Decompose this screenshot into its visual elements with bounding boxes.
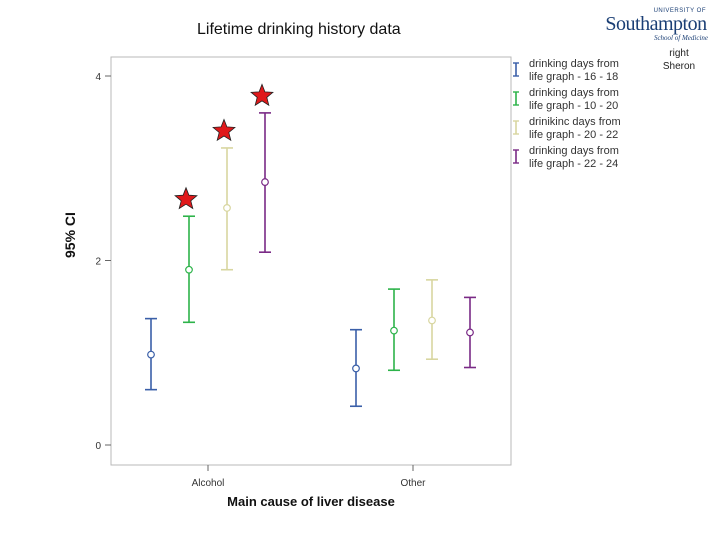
mean-point <box>185 265 193 274</box>
y-tick-label: 4 <box>95 72 101 83</box>
error-bar <box>259 112 271 253</box>
credit-line-1: right <box>669 48 689 59</box>
y-axis-title: 95% CI <box>62 212 78 258</box>
logo-school: School of Medicine <box>653 34 708 42</box>
author-credit: right Sheron <box>652 47 706 73</box>
mean-point <box>466 328 474 337</box>
significance-star <box>212 118 236 142</box>
legend-label: drinking days from life graph - 10 - 20 <box>529 87 619 112</box>
error-bar <box>145 317 157 391</box>
significance-star <box>174 186 198 210</box>
plot-frame <box>110 56 512 466</box>
legend-label: drinking days from life graph - 22 - 24 <box>529 145 619 170</box>
legend-item: drinikinc days from life graph - 20 - 22 <box>513 116 621 141</box>
y-tick-label: 2 <box>95 257 101 268</box>
error-bar <box>464 296 476 369</box>
mean-point <box>352 364 360 373</box>
slide-title: Lifetime drinking history data <box>197 21 401 38</box>
mean-point <box>147 350 155 359</box>
legend-label: drinking days from life graph - 16 - 18 <box>529 58 619 83</box>
y-tick-label: 0 <box>95 441 101 452</box>
mean-point <box>261 178 269 186</box>
error-bar <box>221 147 233 271</box>
mean-point <box>390 326 398 335</box>
error-bar <box>426 279 438 361</box>
legend-label: drinikinc days from life graph - 20 - 22 <box>529 116 621 141</box>
legend-item: drinking days from life graph - 16 - 18 <box>513 58 619 83</box>
significance-star <box>250 83 274 107</box>
credit-line-2: Sheron <box>662 61 696 72</box>
mean-point <box>428 316 436 325</box>
x-axis-title: Main cause of liver disease <box>227 494 395 509</box>
university-logo: UNIVERSITY OF Southampton School of Medi… <box>598 8 714 42</box>
x-tick-label: Other <box>400 478 426 489</box>
legend-item: drinking days from life graph - 10 - 20 <box>513 87 619 112</box>
legend-item: drinking days from life graph - 22 - 24 <box>513 145 619 170</box>
logo-name: Southampton <box>605 13 707 35</box>
error-bar <box>183 215 195 324</box>
mean-point <box>223 204 231 212</box>
error-bar <box>350 328 362 408</box>
error-bar <box>388 288 400 372</box>
x-tick-label: Alcohol <box>192 478 225 489</box>
logo-university-line: UNIVERSITY OF <box>653 8 706 14</box>
